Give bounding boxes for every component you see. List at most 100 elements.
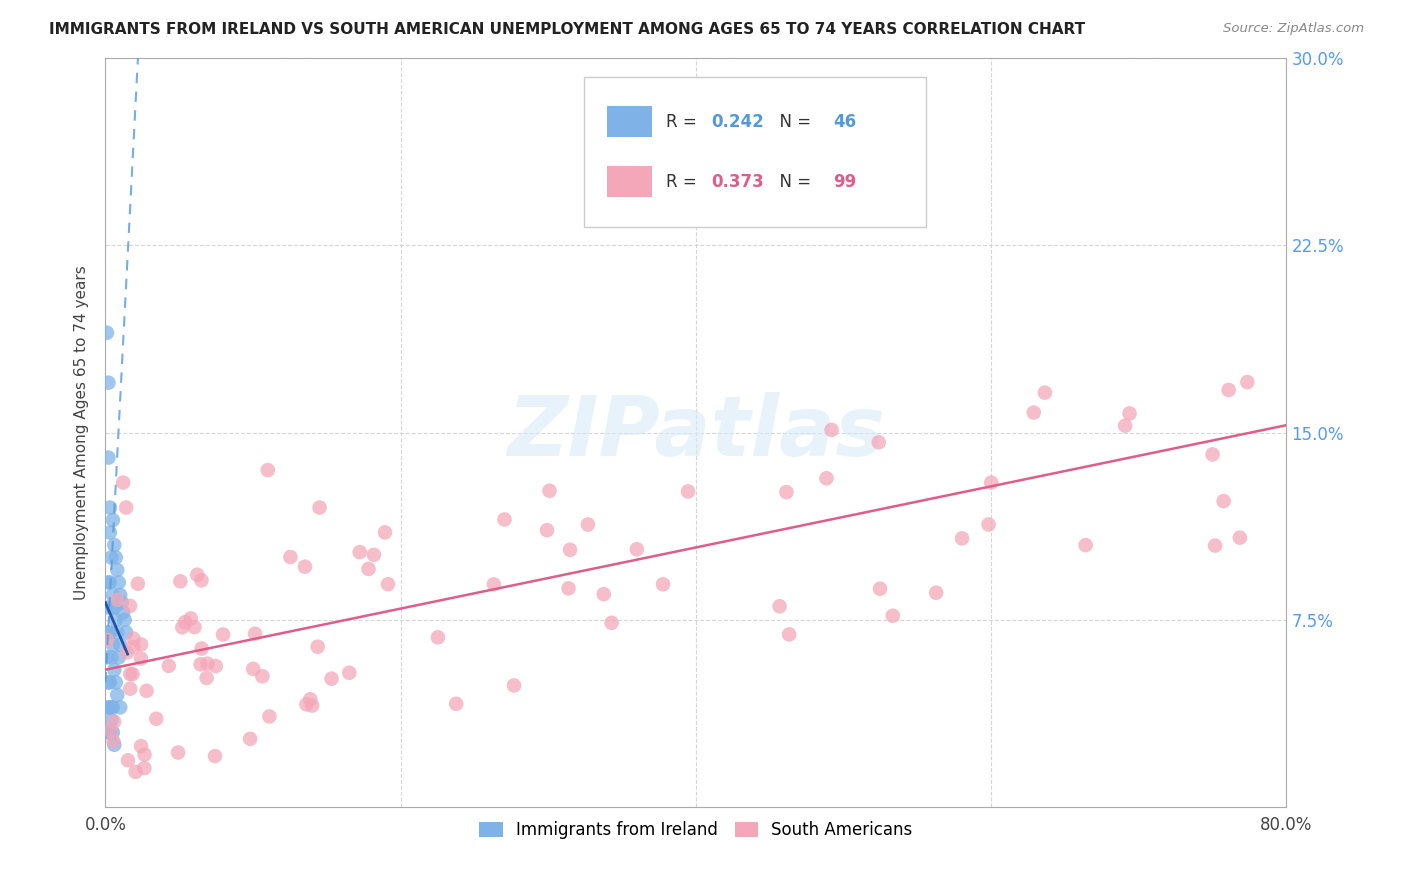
Point (1218, 383, 1240, 397)
Point (600, 615, 623, 630)
Point (299, 692, 322, 706)
Point (349, 545, 371, 559)
Point (195, 671, 218, 685)
Point (558, 542, 581, 557)
Point (882, 608, 904, 623)
Point (103, 663, 125, 677)
Point (98, 500, 121, 515)
Text: R =: R = (666, 173, 703, 191)
Point (444, 697, 467, 711)
Point (104, 550, 127, 565)
Text: N =: N = (769, 173, 817, 191)
Point (183, 620, 205, 634)
Point (97, 675, 120, 690)
Point (576, 517, 599, 532)
Point (98, 725, 121, 739)
Point (105, 563, 128, 577)
Point (204, 659, 226, 673)
Point (117, 753, 139, 767)
Point (103, 600, 125, 615)
Point (101, 638, 124, 652)
Point (134, 747, 156, 762)
Point (105, 688, 128, 702)
Point (242, 662, 264, 676)
Text: R =: R = (666, 112, 703, 130)
Point (259, 709, 281, 723)
Point (110, 638, 132, 652)
Point (925, 585, 948, 599)
Point (1118, 407, 1140, 421)
Text: ZIPatlas: ZIPatlas (508, 392, 884, 473)
Point (820, 423, 842, 437)
Point (1074, 538, 1097, 552)
Text: 99: 99 (832, 173, 856, 191)
Point (180, 611, 202, 625)
Point (294, 559, 316, 574)
Point (110, 588, 132, 602)
Point (869, 582, 891, 596)
Point (98, 525, 121, 540)
Point (321, 672, 343, 686)
Point (107, 575, 129, 590)
Point (1114, 418, 1136, 433)
Point (104, 675, 127, 690)
Point (494, 512, 516, 526)
Point (101, 513, 124, 527)
Point (100, 723, 122, 738)
Point (167, 746, 190, 760)
Point (174, 615, 197, 630)
Text: 46: 46 (832, 112, 856, 130)
Point (135, 683, 157, 698)
Point (239, 731, 262, 746)
Point (101, 725, 124, 739)
Point (124, 764, 146, 779)
Point (280, 549, 302, 564)
Point (98, 700, 121, 714)
Point (557, 582, 579, 596)
Point (768, 599, 790, 614)
Point (503, 678, 526, 692)
Point (115, 500, 138, 515)
Text: Source: ZipAtlas.com: Source: ZipAtlas.com (1223, 22, 1364, 36)
Point (172, 620, 194, 634)
Point (100, 650, 122, 665)
Point (204, 749, 226, 764)
FancyBboxPatch shape (583, 77, 927, 227)
Point (676, 484, 699, 499)
Point (190, 641, 212, 656)
Point (1022, 406, 1045, 420)
Point (157, 658, 180, 673)
Point (301, 698, 323, 713)
Point (129, 739, 152, 754)
Text: N =: N = (769, 112, 817, 130)
Point (101, 700, 124, 714)
Point (374, 525, 396, 540)
Point (120, 667, 142, 681)
Point (111, 595, 134, 609)
Point (97, 625, 120, 640)
Point (97, 575, 120, 590)
Point (100, 550, 122, 565)
Point (96, 600, 118, 615)
Point (980, 475, 1002, 490)
Point (105, 625, 128, 640)
Point (97, 450, 120, 465)
Point (1229, 531, 1251, 545)
Point (186, 567, 208, 582)
Point (1201, 447, 1223, 461)
Point (1204, 539, 1226, 553)
Point (1236, 375, 1258, 389)
Point (1033, 385, 1056, 400)
Point (337, 665, 360, 680)
Point (114, 613, 136, 627)
Point (100, 600, 122, 615)
Point (96, 700, 118, 714)
Point (122, 632, 145, 646)
Point (115, 645, 138, 659)
Point (977, 517, 1000, 532)
Point (308, 500, 330, 515)
Point (818, 126, 841, 140)
Point (112, 475, 135, 490)
Point (98, 625, 121, 640)
Text: 0.242: 0.242 (711, 112, 763, 130)
